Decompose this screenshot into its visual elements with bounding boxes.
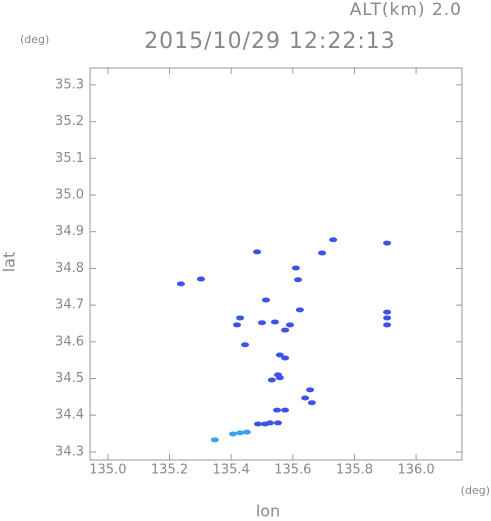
y-tick-label: 35.3	[55, 77, 84, 92]
echo-cell	[281, 327, 290, 333]
echo-cell	[281, 355, 290, 361]
echo-cell	[257, 320, 266, 326]
echo-cell	[274, 420, 283, 426]
echo-cell	[176, 281, 185, 287]
x-tick-label: 136.0	[397, 463, 434, 478]
echo-cell	[261, 297, 270, 303]
echo-cell	[253, 421, 262, 427]
echo-cell	[267, 377, 276, 383]
echo-cell	[291, 265, 300, 271]
echo-cell	[295, 307, 304, 313]
echo-cell	[383, 309, 392, 315]
echo-cell	[270, 319, 279, 325]
echo-cell	[301, 395, 310, 401]
altitude-label: ALT(km) 2.0	[350, 0, 462, 20]
echo-cell	[253, 249, 262, 255]
echo-cell	[383, 322, 392, 328]
echo-cell	[241, 342, 250, 348]
echo-cell	[275, 375, 284, 381]
x-axis-label: lon	[256, 502, 280, 521]
y-tick-label: 35.1	[55, 151, 84, 166]
x-tick-label: 135.2	[151, 463, 188, 478]
echo-cell	[307, 400, 316, 406]
echo-cell	[275, 352, 284, 358]
echo-cell	[273, 407, 282, 413]
y-tick-label: 34.6	[55, 334, 84, 349]
x-unit: (deg)	[461, 484, 490, 497]
y-tick-label: 34.8	[55, 261, 84, 276]
echo-cell	[294, 277, 303, 283]
y-axis-label: lat	[0, 252, 19, 273]
echo-cell	[210, 437, 219, 443]
echo-cell	[318, 250, 327, 256]
echo-cell	[229, 431, 238, 437]
echo-cell	[286, 322, 295, 328]
echo-cell	[383, 315, 392, 321]
echo-cell	[196, 276, 205, 282]
x-tick-label: 135.4	[213, 463, 250, 478]
x-tick-label: 135.6	[274, 463, 311, 478]
echo-cell	[233, 322, 242, 328]
echo-cell	[306, 387, 315, 393]
echo-cell	[242, 429, 251, 435]
y-tick-label: 34.3	[55, 444, 84, 459]
y-tick-label: 34.5	[55, 371, 84, 386]
x-tick-label: 135.0	[89, 463, 126, 478]
echo-cell	[236, 315, 245, 321]
y-tick-label: 35.2	[55, 114, 84, 129]
y-unit: (deg)	[20, 33, 49, 46]
plot-frame	[89, 67, 463, 461]
y-tick-label: 34.4	[55, 408, 84, 423]
echo-cell	[329, 237, 338, 243]
x-tick-label: 135.8	[336, 463, 373, 478]
echo-cell	[281, 407, 290, 413]
chart-title: 2015/10/29 12:22:13	[144, 29, 396, 54]
echo-cell	[261, 421, 270, 427]
y-tick-label: 34.7	[55, 298, 84, 313]
y-tick-label: 34.9	[55, 224, 84, 239]
echo-cell	[383, 240, 392, 246]
y-tick-label: 35.0	[55, 187, 84, 202]
echo-cell	[236, 430, 245, 436]
